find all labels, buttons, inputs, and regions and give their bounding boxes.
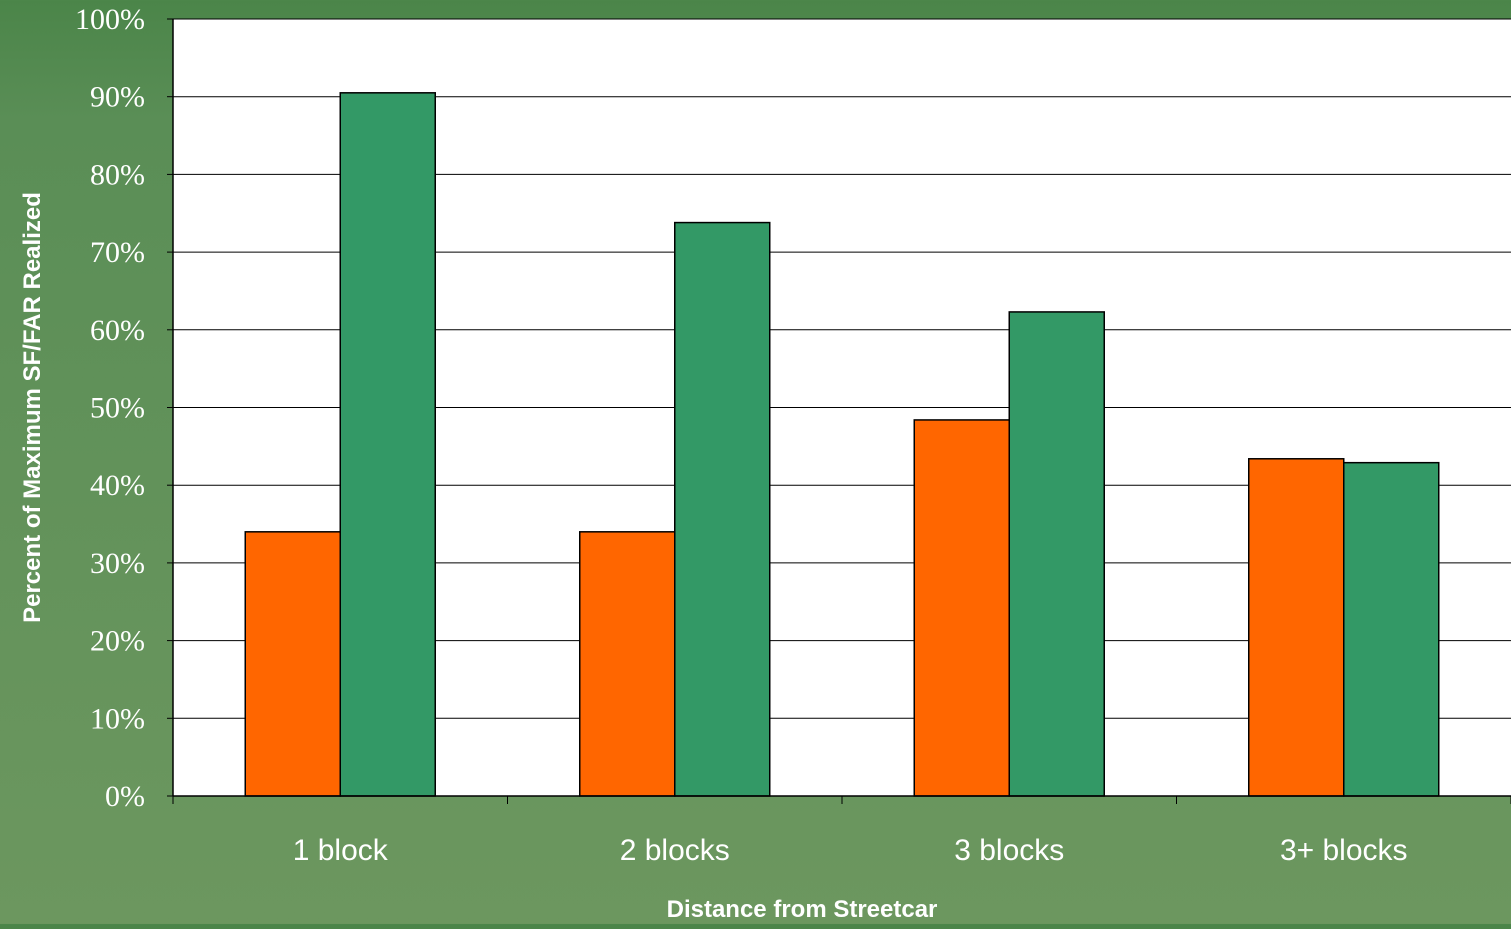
bar-series-2-3-blocks (1008, 311, 1105, 797)
y-tick-label: 70% (90, 236, 145, 269)
bar-series-1-3-blocks (1248, 458, 1345, 797)
bar-series-1-2-blocks (579, 531, 676, 797)
y-tick-label: 50% (90, 392, 145, 425)
x-tick-label: 1 block (293, 834, 389, 867)
y-tick-label: 10% (90, 702, 145, 735)
y-tick-label: 90% (90, 81, 145, 114)
bars (244, 92, 1440, 797)
y-tick-label: 0% (105, 780, 145, 813)
y-tick-labels: 0% 10% 20% 30% 40% 50% 60% 70% 80% 90% 100% (75, 3, 145, 813)
bar-series-2-3-blocks (1343, 461, 1440, 797)
axes (167, 18, 1511, 804)
bar-series-1-3-blocks (913, 419, 1010, 797)
y-tick-label: 60% (90, 314, 145, 347)
bar-series-2-1-block (339, 92, 436, 797)
x-axis-title: Distance from Streetcar (667, 896, 938, 923)
bar-series-2-2-blocks (674, 221, 771, 797)
y-tick-label: 40% (90, 469, 145, 502)
x-tick-label: 2 blocks (620, 834, 730, 867)
y-axis-title: Percent of Maximum SF/FAR Realized (19, 192, 46, 623)
y-tick-label: 80% (90, 158, 145, 191)
x-tick-labels: 1 block 2 blocks 3 blocks 3+ blocks (293, 834, 1408, 867)
y-tick-label: 100% (75, 3, 145, 36)
x-tick-label: 3+ blocks (1280, 834, 1408, 867)
y-tick-label: 20% (90, 625, 145, 658)
bar-series-1-1-block (244, 531, 341, 797)
y-tick-label: 30% (90, 547, 145, 580)
x-tick-label: 3 blocks (954, 834, 1064, 867)
